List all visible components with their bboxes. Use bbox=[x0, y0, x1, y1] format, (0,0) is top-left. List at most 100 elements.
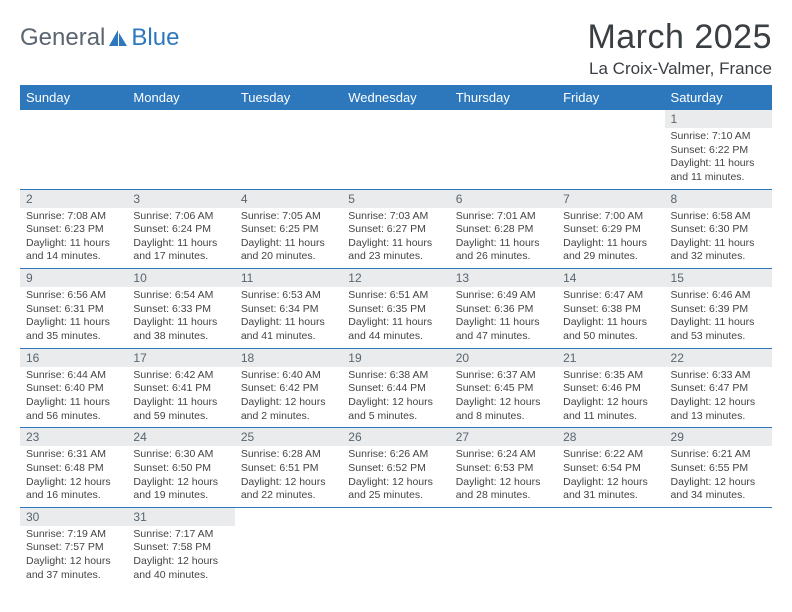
day-content-cell bbox=[20, 128, 127, 189]
day-number: 18 bbox=[241, 351, 254, 365]
sunrise-text: Sunrise: 7:08 AM bbox=[26, 210, 121, 224]
daynum-row: 9 10 11 12 13 14 15 bbox=[20, 269, 772, 288]
day-number-cell: 13 bbox=[450, 269, 557, 288]
daylight-text: Daylight: 11 hours and 53 minutes. bbox=[671, 316, 766, 343]
sunrise-text: Sunrise: 6:37 AM bbox=[456, 369, 551, 383]
sunset-text: Sunset: 6:36 PM bbox=[456, 303, 551, 317]
sunrise-text: Sunrise: 6:56 AM bbox=[26, 289, 121, 303]
day-content-cell: Sunrise: 6:44 AMSunset: 6:40 PMDaylight:… bbox=[20, 367, 127, 428]
day-number: 12 bbox=[348, 271, 361, 285]
sunset-text: Sunset: 6:39 PM bbox=[671, 303, 766, 317]
sunset-text: Sunset: 6:44 PM bbox=[348, 382, 443, 396]
day-number: 29 bbox=[671, 430, 684, 444]
day-number-cell: 24 bbox=[127, 428, 234, 447]
day-number-cell bbox=[450, 110, 557, 128]
sunrise-text: Sunrise: 7:17 AM bbox=[133, 528, 228, 542]
daylight-text: Daylight: 12 hours and 16 minutes. bbox=[26, 476, 121, 503]
day-number-cell: 15 bbox=[665, 269, 772, 288]
day-number-cell bbox=[665, 507, 772, 526]
day-number: 11 bbox=[241, 271, 253, 285]
daylight-text: Daylight: 11 hours and 20 minutes. bbox=[241, 237, 336, 264]
day-content-cell bbox=[342, 526, 449, 587]
day-content-cell: Sunrise: 6:56 AMSunset: 6:31 PMDaylight:… bbox=[20, 287, 127, 348]
day-content-cell: Sunrise: 6:26 AMSunset: 6:52 PMDaylight:… bbox=[342, 446, 449, 507]
sunset-text: Sunset: 6:53 PM bbox=[456, 462, 551, 476]
sunset-text: Sunset: 6:22 PM bbox=[671, 144, 766, 158]
sunrise-text: Sunrise: 6:21 AM bbox=[671, 448, 766, 462]
day-number: 5 bbox=[348, 192, 355, 206]
day-number: 10 bbox=[133, 271, 146, 285]
day-number: 9 bbox=[26, 271, 33, 285]
sunrise-text: Sunrise: 6:51 AM bbox=[348, 289, 443, 303]
sunrise-text: Sunrise: 6:38 AM bbox=[348, 369, 443, 383]
daylight-text: Daylight: 11 hours and 38 minutes. bbox=[133, 316, 228, 343]
day-content-cell: Sunrise: 6:33 AMSunset: 6:47 PMDaylight:… bbox=[665, 367, 772, 428]
daylight-text: Daylight: 11 hours and 14 minutes. bbox=[26, 237, 121, 264]
calendar-body: 1Sunrise: 7:10 AMSunset: 6:22 PMDaylight… bbox=[20, 110, 772, 586]
content-row: Sunrise: 7:10 AMSunset: 6:22 PMDaylight:… bbox=[20, 128, 772, 189]
sunset-text: Sunset: 6:41 PM bbox=[133, 382, 228, 396]
calendar-table: Sunday Monday Tuesday Wednesday Thursday… bbox=[20, 85, 772, 586]
day-number-cell: 20 bbox=[450, 348, 557, 367]
day-number: 27 bbox=[456, 430, 469, 444]
sunrise-text: Sunrise: 6:28 AM bbox=[241, 448, 336, 462]
day-content-cell bbox=[557, 128, 664, 189]
sunrise-text: Sunrise: 7:00 AM bbox=[563, 210, 658, 224]
header: General Blue March 2025 La Croix-Valmer,… bbox=[20, 18, 772, 79]
day-number-cell: 29 bbox=[665, 428, 772, 447]
sunset-text: Sunset: 6:48 PM bbox=[26, 462, 121, 476]
daylight-text: Daylight: 11 hours and 44 minutes. bbox=[348, 316, 443, 343]
sunset-text: Sunset: 6:33 PM bbox=[133, 303, 228, 317]
day-content-cell: Sunrise: 6:38 AMSunset: 6:44 PMDaylight:… bbox=[342, 367, 449, 428]
sunrise-text: Sunrise: 7:19 AM bbox=[26, 528, 121, 542]
sunset-text: Sunset: 7:58 PM bbox=[133, 541, 228, 555]
day-number-cell: 22 bbox=[665, 348, 772, 367]
day-number: 20 bbox=[456, 351, 469, 365]
day-content-cell: Sunrise: 7:08 AMSunset: 6:23 PMDaylight:… bbox=[20, 208, 127, 269]
day-content-cell: Sunrise: 6:40 AMSunset: 6:42 PMDaylight:… bbox=[235, 367, 342, 428]
daylight-text: Daylight: 12 hours and 37 minutes. bbox=[26, 555, 121, 582]
day-number: 14 bbox=[563, 271, 576, 285]
day-content-cell bbox=[127, 128, 234, 189]
sunset-text: Sunset: 6:28 PM bbox=[456, 223, 551, 237]
sunrise-text: Sunrise: 6:53 AM bbox=[241, 289, 336, 303]
day-number-cell: 26 bbox=[342, 428, 449, 447]
day-content-cell: Sunrise: 6:42 AMSunset: 6:41 PMDaylight:… bbox=[127, 367, 234, 428]
day-content-cell: Sunrise: 6:37 AMSunset: 6:45 PMDaylight:… bbox=[450, 367, 557, 428]
day-number: 13 bbox=[456, 271, 469, 285]
sunset-text: Sunset: 6:25 PM bbox=[241, 223, 336, 237]
day-number-cell: 30 bbox=[20, 507, 127, 526]
day-number: 22 bbox=[671, 351, 684, 365]
day-content-cell: Sunrise: 7:01 AMSunset: 6:28 PMDaylight:… bbox=[450, 208, 557, 269]
day-number-cell: 8 bbox=[665, 189, 772, 208]
content-row: Sunrise: 7:08 AMSunset: 6:23 PMDaylight:… bbox=[20, 208, 772, 269]
logo-text-general: General bbox=[20, 24, 105, 52]
dayhead-fri: Friday bbox=[557, 85, 664, 110]
day-number-cell: 10 bbox=[127, 269, 234, 288]
day-number-cell: 4 bbox=[235, 189, 342, 208]
calendar-head: Sunday Monday Tuesday Wednesday Thursday… bbox=[20, 85, 772, 110]
daynum-row: 16171819202122 bbox=[20, 348, 772, 367]
day-content-cell: Sunrise: 7:10 AMSunset: 6:22 PMDaylight:… bbox=[665, 128, 772, 189]
day-number: 3 bbox=[133, 192, 140, 206]
day-number-cell bbox=[450, 507, 557, 526]
content-row: Sunrise: 6:56 AMSunset: 6:31 PMDaylight:… bbox=[20, 287, 772, 348]
sunrise-text: Sunrise: 6:33 AM bbox=[671, 369, 766, 383]
title-block: March 2025 La Croix-Valmer, France bbox=[587, 18, 772, 79]
day-number: 7 bbox=[563, 192, 570, 206]
day-number: 16 bbox=[26, 351, 39, 365]
day-number-cell: 28 bbox=[557, 428, 664, 447]
daylight-text: Daylight: 11 hours and 41 minutes. bbox=[241, 316, 336, 343]
day-number-cell bbox=[342, 110, 449, 128]
daylight-text: Daylight: 11 hours and 17 minutes. bbox=[133, 237, 228, 264]
dayhead-thu: Thursday bbox=[450, 85, 557, 110]
day-content-cell: Sunrise: 6:53 AMSunset: 6:34 PMDaylight:… bbox=[235, 287, 342, 348]
day-number-cell: 14 bbox=[557, 269, 664, 288]
daylight-text: Daylight: 12 hours and 13 minutes. bbox=[671, 396, 766, 423]
day-content-cell: Sunrise: 6:58 AMSunset: 6:30 PMDaylight:… bbox=[665, 208, 772, 269]
content-row: Sunrise: 6:31 AMSunset: 6:48 PMDaylight:… bbox=[20, 446, 772, 507]
day-content-cell: Sunrise: 7:05 AMSunset: 6:25 PMDaylight:… bbox=[235, 208, 342, 269]
day-number-cell: 27 bbox=[450, 428, 557, 447]
sunrise-text: Sunrise: 7:03 AM bbox=[348, 210, 443, 224]
daylight-text: Daylight: 12 hours and 5 minutes. bbox=[348, 396, 443, 423]
